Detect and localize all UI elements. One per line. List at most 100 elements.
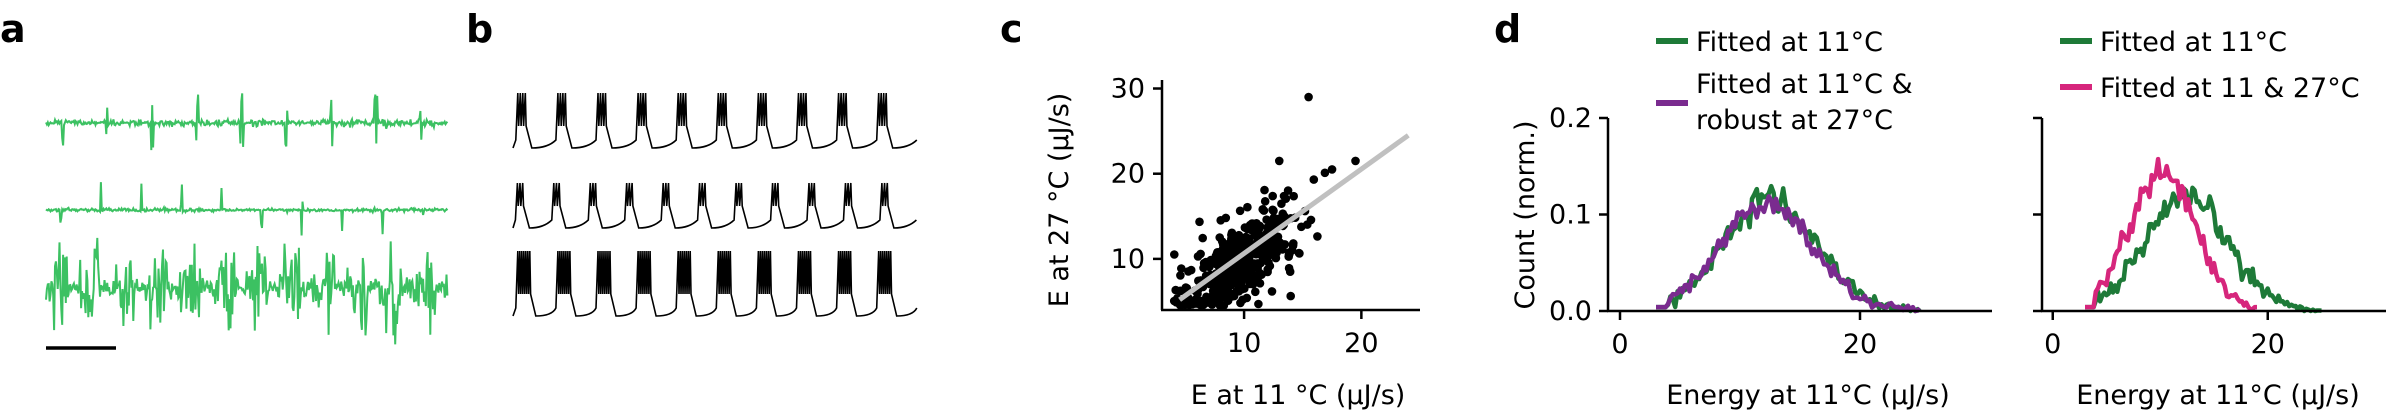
panel-c-point [1171,285,1180,295]
panel-c-point [1217,287,1226,297]
panel-c-point [1289,191,1298,201]
panel-d-left-x-label: Energy at 11°C (μJ/s) [1666,380,1950,411]
panel-c-point [1253,275,1262,284]
panel-d-right-histogram: 0 20 Energy at 11°C (μJ/s) Fitted at 11°C… [2033,27,2386,411]
panel-a-trace-1 [45,93,449,151]
panel-c-point [1247,268,1256,277]
panel-c-point [1262,215,1271,224]
panel-d-left-y-label: Count (norm.) [1510,121,1541,310]
panel-c-point [1249,249,1259,258]
dr-series-x-tick-label: 20 [2251,329,2285,360]
panel-c-point [1256,245,1266,255]
panel-c-point [1227,246,1236,255]
panel-c-point [1227,234,1236,244]
panel-c-point [1186,265,1196,275]
panel-c-point [1218,240,1228,249]
panel-c-point [1260,185,1269,195]
panel-c-point [1327,165,1337,174]
legend-label-fitted-11: Fitted at 11°C [1696,27,1883,58]
panel-c-point [1195,217,1204,227]
panel-c-point [1274,214,1284,224]
dl-series-y-tick-label: 0.0 [1549,296,1592,327]
panel-label-a: a [0,7,26,51]
panel-c-point [1267,287,1277,296]
panel-c-point [1268,243,1278,252]
panel-c-x-label: E at 11 °C (μJ/s) [1191,380,1406,411]
dl-series-series-2 [1656,194,1922,314]
panel-label-b: b [466,7,493,51]
panel-c-point [1188,300,1197,309]
panel-c-y-tick-label: 10 [1111,244,1145,275]
panel-c-point [1193,252,1203,261]
panel-b-trace-3 [512,250,918,317]
panel-c-point [1268,191,1277,201]
panel-c-point [1258,205,1267,214]
panel-c-point [1262,251,1272,261]
panel-b-trace-2 [512,182,917,229]
panel-label-d: d [1494,7,1521,51]
panel-c-points [1169,92,1360,310]
panel-a-trace-3 [45,237,449,345]
panel-a-trace-2 [45,182,449,236]
panel-c-point [1254,299,1263,309]
panel-c-point [1253,263,1262,273]
panel-c-point [1281,194,1291,203]
panel-c-point [1211,259,1220,269]
panel-c-point [1251,287,1260,297]
legend-label-right-fitted-11-27: Fitted at 11 & 27°C [2100,73,2360,104]
panel-c-fit-line [1178,133,1410,302]
panel-c-y-label: E at 27 °C (μJ/s) [1044,93,1075,308]
dl-series-y-tick-label: 0.1 [1549,200,1592,231]
panel-c-point [1212,249,1222,258]
panel-b-traces [512,92,918,317]
panel-c-point [1309,175,1319,184]
panel-c-y-tick-label: 20 [1111,159,1145,190]
panel-c-point [1294,248,1304,258]
panel-c-point [1320,168,1330,178]
dl-series-x-tick-label: 20 [1843,329,1877,360]
panel-c-point [1284,251,1294,260]
dr-series-x-tick-label: 0 [2044,329,2061,360]
panel-c-point [1243,202,1252,212]
dr-series-series-2 [2084,156,2258,312]
legend-label-fitted-robust-line1: Fitted at 11°C & [1696,69,1913,100]
panel-c-point [1304,92,1313,102]
dl-series-y-tick-label: 0.2 [1549,103,1592,134]
panel-c-point [1303,220,1312,229]
panel-c-point [1177,264,1186,273]
panel-c-point [1202,260,1211,270]
panel-c-point [1289,239,1298,248]
panel-c-point [1207,300,1217,309]
panel-c-point [1233,261,1243,270]
panel-c-point [1170,250,1179,259]
panel-c-point [1263,265,1272,274]
panel-c-point [1271,253,1281,263]
panel-c-point [1193,289,1202,299]
panel-c-point [1227,292,1237,301]
panel-b-trace-1 [512,92,918,149]
legend-label-fitted-robust-line2: robust at 27°C [1696,105,1893,136]
dl-series-x-tick-label: 0 [1611,329,1628,360]
panel-c-y-tick-label: 30 [1111,74,1145,105]
panel-c-point [1286,291,1295,301]
panel-c-point [1260,197,1270,206]
panel-a-traces [45,93,449,345]
panel-c-point [1219,301,1229,310]
panel-c-point [1176,271,1185,280]
panel-c-point [1313,232,1322,241]
panel-c-point [1198,233,1207,243]
panel-c-x-tick-label: 10 [1227,328,1261,359]
panel-c-point [1351,156,1360,166]
panel-c-x-tick-label: 20 [1344,328,1378,359]
panel-c-point [1236,298,1245,308]
panel-label-c: c [1000,7,1023,51]
panel-d-left-histogram: 0 20 0.0 0.1 0.2 Energy at 11°C (μJ/s) Count… [1510,27,1992,411]
panel-c-scatter: 10 20 10 20 30 E at 11 °C (μJ/s) E at 27 °C … [1044,74,1420,411]
dr-series-series-1 [2084,185,2322,314]
panel-d-right-x-label: Energy at 11°C (μJ/s) [2076,380,2360,411]
panel-c-point [1220,276,1229,285]
panel-c-point [1275,241,1285,250]
dl-series-series-1 [1656,183,1922,314]
panel-c-point [1235,206,1245,216]
